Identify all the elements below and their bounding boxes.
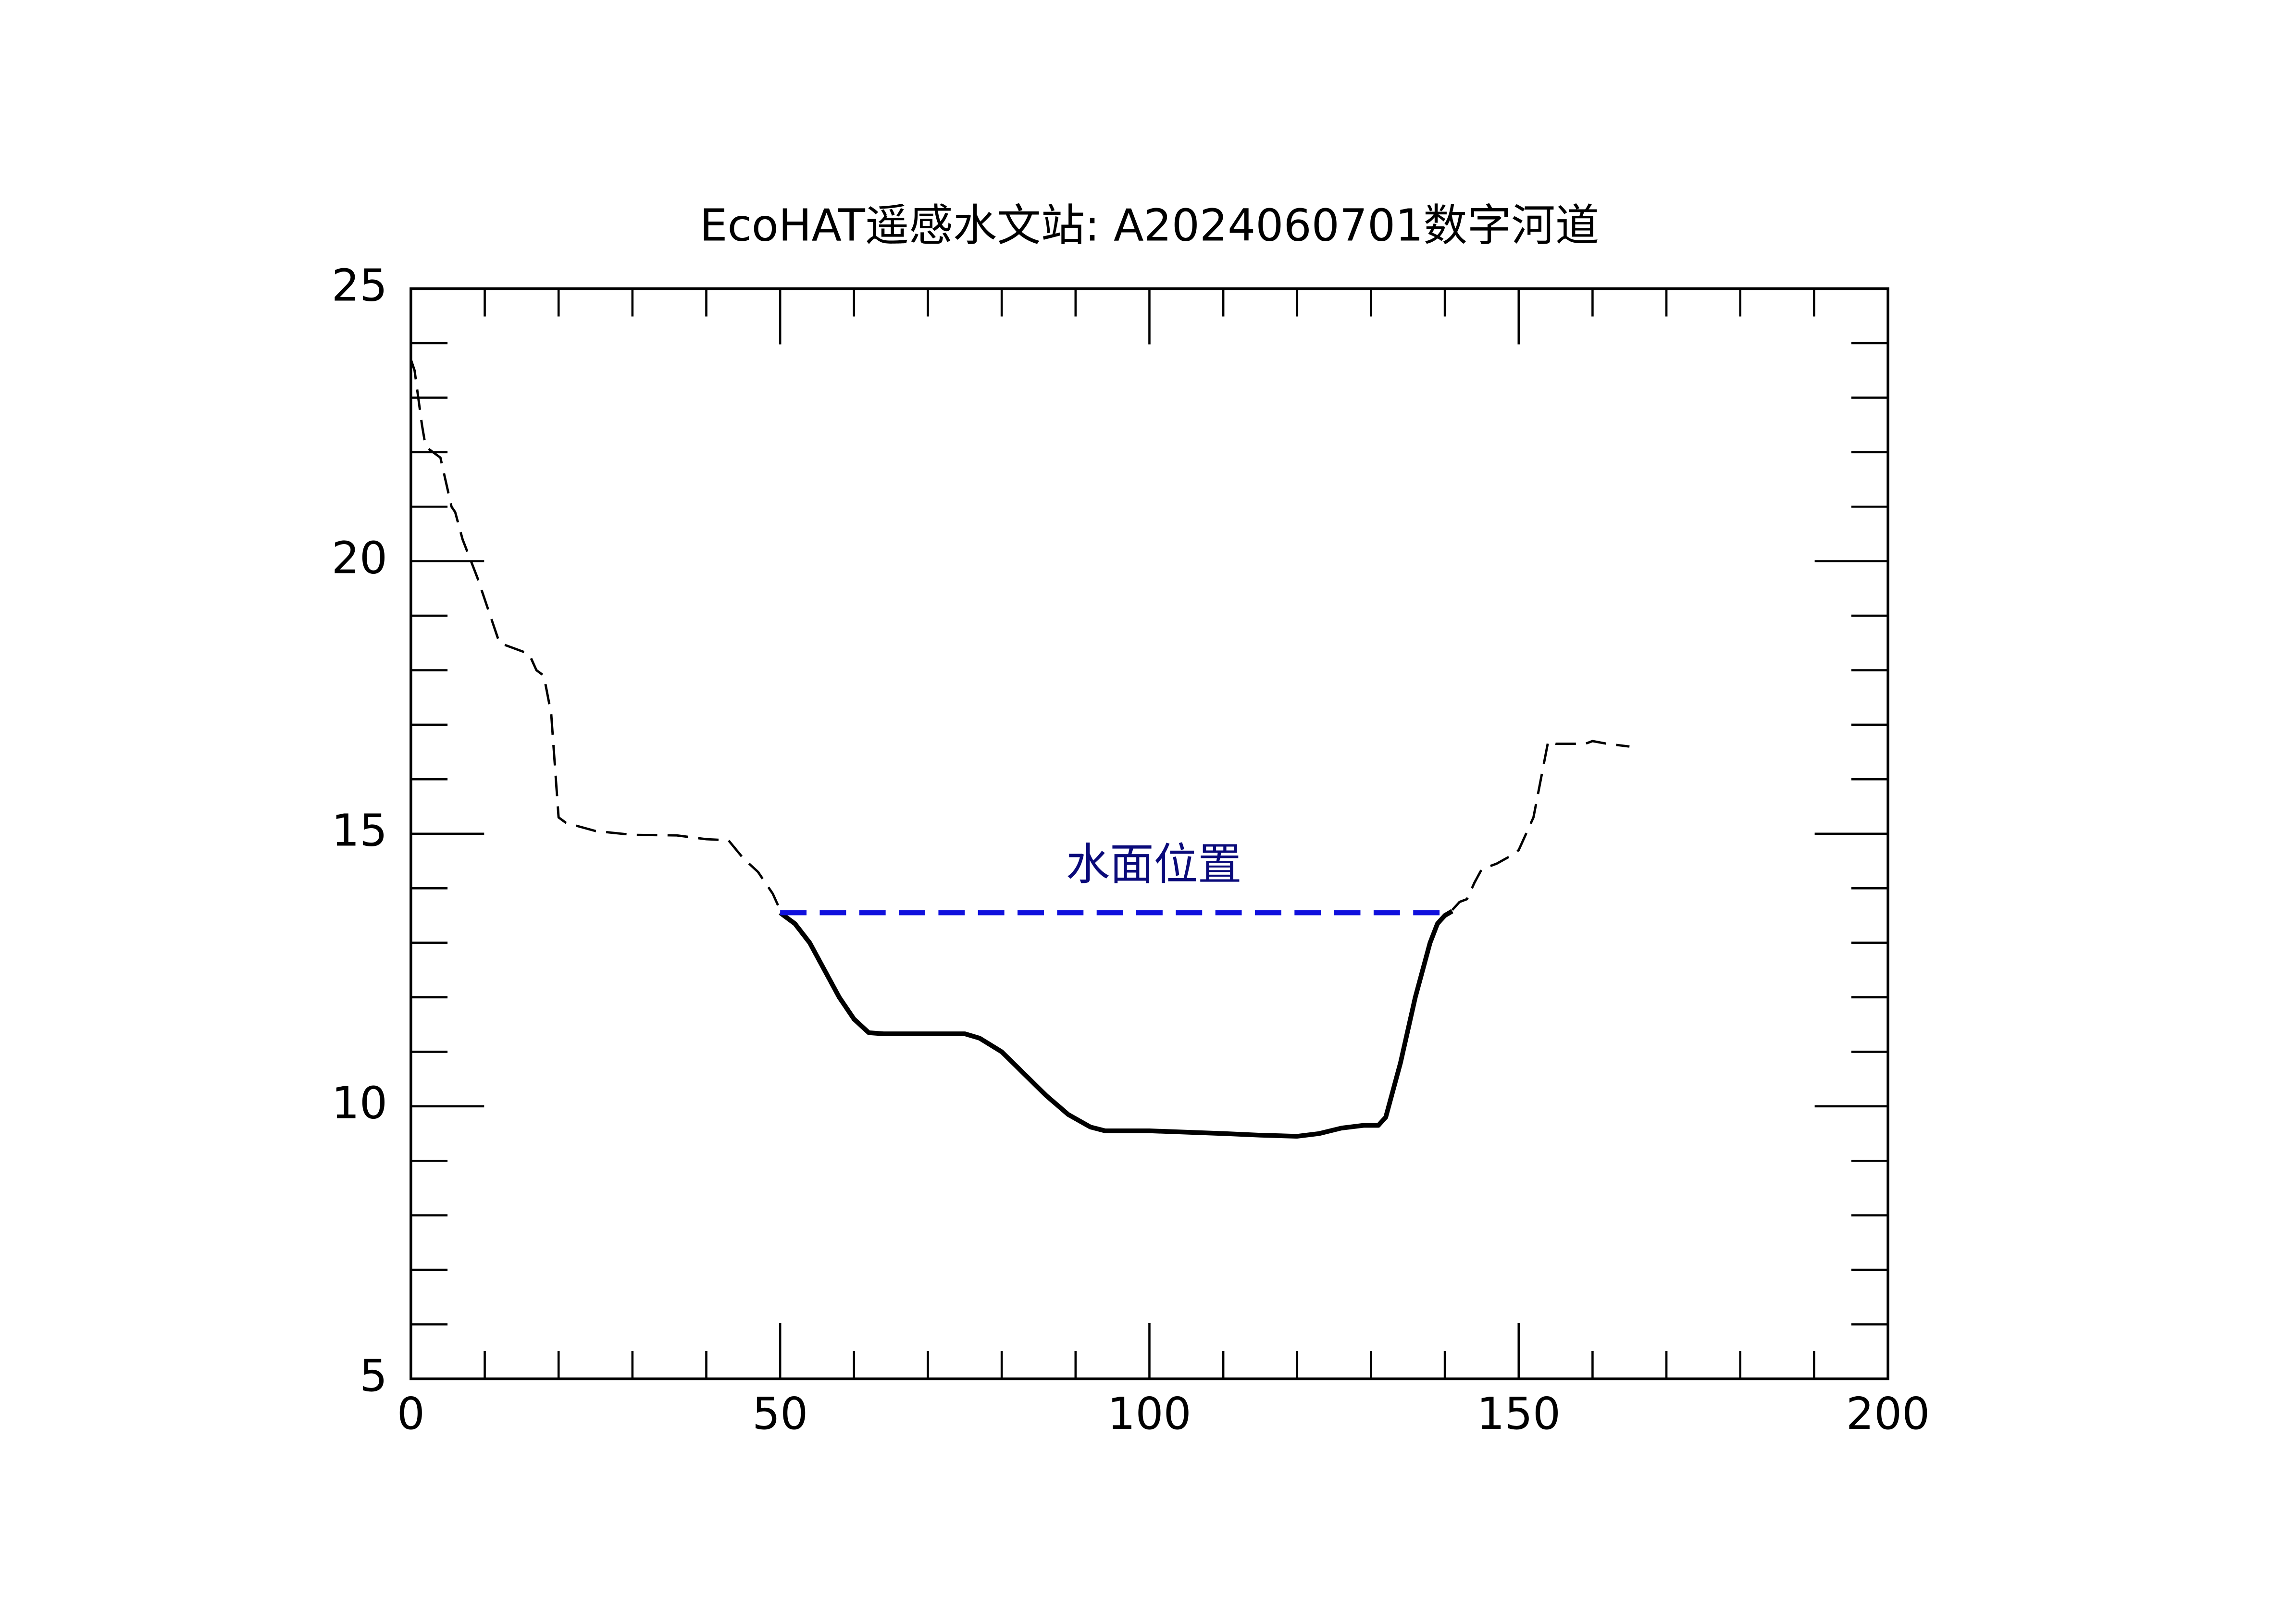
x-tick-label: 150 [1477,1388,1561,1439]
y-tick-label: 15 [332,805,387,856]
x-tick-label: 50 [752,1388,808,1439]
x-tick-label: 0 [397,1388,425,1439]
y-tick-label: 20 [332,533,387,584]
y-tick-label: 25 [332,260,387,311]
x-tick-label: 100 [1107,1388,1191,1439]
series-line [779,909,1453,1139]
chart-title: EcoHAT遥感水文站: A2024060701数字河道 [700,200,1599,251]
series-line [410,359,1630,911]
y-tick-label: 5 [360,1350,387,1401]
x-tick-label: 200 [1846,1388,1930,1439]
annotation: 水面位置 [1066,839,1242,890]
y-tick-label: 10 [332,1078,387,1129]
